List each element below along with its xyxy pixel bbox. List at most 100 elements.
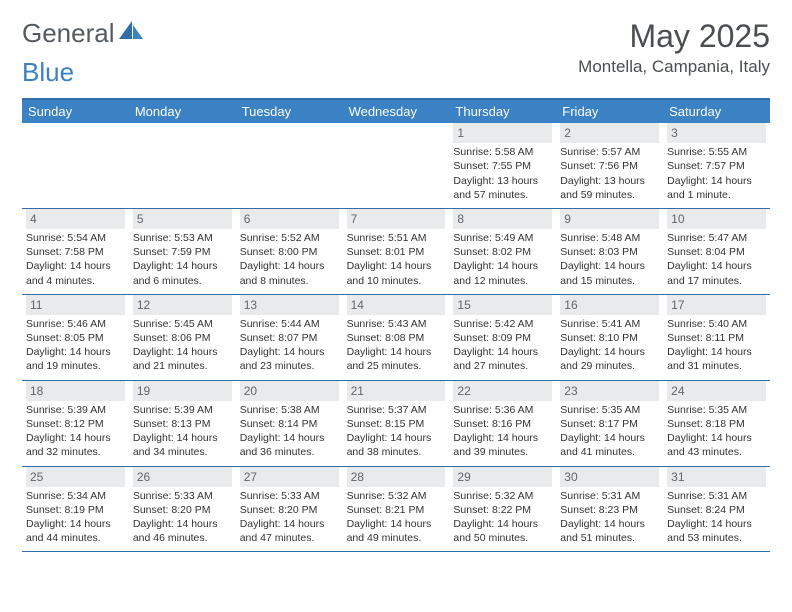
daylight-text: Daylight: 14 hours and 19 minutes. bbox=[26, 345, 125, 373]
sunrise-text: Sunrise: 5:57 AM bbox=[560, 145, 659, 159]
sunrise-text: Sunrise: 5:33 AM bbox=[133, 489, 232, 503]
sunrise-text: Sunrise: 5:31 AM bbox=[667, 489, 766, 503]
day-of-week-header: Thursday bbox=[449, 100, 556, 123]
day-cell: 8Sunrise: 5:49 AMSunset: 8:02 PMDaylight… bbox=[449, 209, 556, 294]
sunset-text: Sunset: 8:07 PM bbox=[240, 331, 339, 345]
day-number: 25 bbox=[26, 467, 125, 487]
sunrise-text: Sunrise: 5:40 AM bbox=[667, 317, 766, 331]
sunset-text: Sunset: 8:23 PM bbox=[560, 503, 659, 517]
day-of-week-header: Friday bbox=[556, 100, 663, 123]
day-cell: 31Sunrise: 5:31 AMSunset: 8:24 PMDayligh… bbox=[663, 467, 770, 552]
day-number: 12 bbox=[133, 295, 232, 315]
day-cell: 29Sunrise: 5:32 AMSunset: 8:22 PMDayligh… bbox=[449, 467, 556, 552]
day-cell: 11Sunrise: 5:46 AMSunset: 8:05 PMDayligh… bbox=[22, 295, 129, 380]
day-number: 1 bbox=[453, 123, 552, 143]
sunset-text: Sunset: 8:00 PM bbox=[240, 245, 339, 259]
brand-sail-icon bbox=[119, 21, 145, 46]
daylight-text: Daylight: 14 hours and 29 minutes. bbox=[560, 345, 659, 373]
sunset-text: Sunset: 8:20 PM bbox=[240, 503, 339, 517]
day-number: 31 bbox=[667, 467, 766, 487]
sunset-text: Sunset: 8:01 PM bbox=[347, 245, 446, 259]
daylight-text: Daylight: 14 hours and 47 minutes. bbox=[240, 517, 339, 545]
sunset-text: Sunset: 8:22 PM bbox=[453, 503, 552, 517]
sunset-text: Sunset: 7:56 PM bbox=[560, 159, 659, 173]
daylight-text: Daylight: 14 hours and 46 minutes. bbox=[133, 517, 232, 545]
daylight-text: Daylight: 14 hours and 15 minutes. bbox=[560, 259, 659, 287]
page-title: May 2025 bbox=[578, 18, 770, 55]
sunrise-text: Sunrise: 5:38 AM bbox=[240, 403, 339, 417]
day-cell: 13Sunrise: 5:44 AMSunset: 8:07 PMDayligh… bbox=[236, 295, 343, 380]
day-cell: 4Sunrise: 5:54 AMSunset: 7:58 PMDaylight… bbox=[22, 209, 129, 294]
sunset-text: Sunset: 8:17 PM bbox=[560, 417, 659, 431]
sunset-text: Sunset: 7:59 PM bbox=[133, 245, 232, 259]
day-cell: 26Sunrise: 5:33 AMSunset: 8:20 PMDayligh… bbox=[129, 467, 236, 552]
day-cell: 27 Sunrise: 5:33 AMSunset: 8:20 PMDayligh… bbox=[236, 467, 343, 552]
day-number: 29 bbox=[453, 467, 552, 487]
day-number: 13 bbox=[240, 295, 339, 315]
sunset-text: Sunset: 8:05 PM bbox=[26, 331, 125, 345]
day-number: 18 bbox=[26, 381, 125, 401]
sunset-text: Sunset: 8:03 PM bbox=[560, 245, 659, 259]
day-cell: 21Sunrise: 5:37 AMSunset: 8:15 PMDayligh… bbox=[343, 381, 450, 466]
brand-word1: General bbox=[22, 18, 115, 49]
day-cell: . bbox=[343, 123, 450, 208]
sunrise-text: Sunrise: 5:39 AM bbox=[26, 403, 125, 417]
day-cell: 15Sunrise: 5:42 AMSunset: 8:09 PMDayligh… bbox=[449, 295, 556, 380]
sunrise-text: Sunrise: 5:39 AM bbox=[133, 403, 232, 417]
day-cell: 19Sunrise: 5:39 AMSunset: 8:13 PMDayligh… bbox=[129, 381, 236, 466]
sunset-text: Sunset: 7:55 PM bbox=[453, 159, 552, 173]
header-right: May 2025 Montella, Campania, Italy bbox=[578, 18, 770, 77]
day-cell: 16Sunrise: 5:41 AMSunset: 8:10 PMDayligh… bbox=[556, 295, 663, 380]
sunrise-text: Sunrise: 5:35 AM bbox=[560, 403, 659, 417]
day-number: 27 bbox=[240, 467, 339, 487]
day-of-week-row: SundayMondayTuesdayWednesdayThursdayFrid… bbox=[22, 100, 770, 123]
day-cell: 17Sunrise: 5:40 AMSunset: 8:11 PMDayligh… bbox=[663, 295, 770, 380]
day-cell: 25Sunrise: 5:34 AMSunset: 8:19 PMDayligh… bbox=[22, 467, 129, 552]
sunrise-text: Sunrise: 5:36 AM bbox=[453, 403, 552, 417]
sunrise-text: Sunrise: 5:33 AM bbox=[240, 489, 339, 503]
week-row: 18Sunrise: 5:39 AMSunset: 8:12 PMDayligh… bbox=[22, 381, 770, 467]
day-number: 3 bbox=[667, 123, 766, 143]
day-number: 5 bbox=[133, 209, 232, 229]
day-number: 19 bbox=[133, 381, 232, 401]
sunrise-text: Sunrise: 5:52 AM bbox=[240, 231, 339, 245]
day-number: 21 bbox=[347, 381, 446, 401]
sunrise-text: Sunrise: 5:49 AM bbox=[453, 231, 552, 245]
sunrise-text: Sunrise: 5:47 AM bbox=[667, 231, 766, 245]
sunrise-text: Sunrise: 5:54 AM bbox=[26, 231, 125, 245]
sunrise-text: Sunrise: 5:43 AM bbox=[347, 317, 446, 331]
day-number: 2 bbox=[560, 123, 659, 143]
sunrise-text: Sunrise: 5:31 AM bbox=[560, 489, 659, 503]
sunrise-text: Sunrise: 5:46 AM bbox=[26, 317, 125, 331]
daylight-text: Daylight: 14 hours and 23 minutes. bbox=[240, 345, 339, 373]
day-number: 6 bbox=[240, 209, 339, 229]
daylight-text: Daylight: 14 hours and 27 minutes. bbox=[453, 345, 552, 373]
sunrise-text: Sunrise: 5:45 AM bbox=[133, 317, 232, 331]
sunset-text: Sunset: 8:16 PM bbox=[453, 417, 552, 431]
day-cell: 12Sunrise: 5:45 AMSunset: 8:06 PMDayligh… bbox=[129, 295, 236, 380]
location-text: Montella, Campania, Italy bbox=[578, 57, 770, 77]
daylight-text: Daylight: 14 hours and 1 minute. bbox=[667, 174, 766, 202]
sunset-text: Sunset: 8:18 PM bbox=[667, 417, 766, 431]
sunset-text: Sunset: 8:06 PM bbox=[133, 331, 232, 345]
day-cell: . bbox=[236, 123, 343, 208]
daylight-text: Daylight: 14 hours and 6 minutes. bbox=[133, 259, 232, 287]
week-row: ....1Sunrise: 5:58 AMSunset: 7:55 PMDayl… bbox=[22, 123, 770, 209]
sunrise-text: Sunrise: 5:48 AM bbox=[560, 231, 659, 245]
daylight-text: Daylight: 14 hours and 8 minutes. bbox=[240, 259, 339, 287]
sunset-text: Sunset: 8:04 PM bbox=[667, 245, 766, 259]
day-cell: 7Sunrise: 5:51 AMSunset: 8:01 PMDaylight… bbox=[343, 209, 450, 294]
day-cell: 20Sunrise: 5:38 AMSunset: 8:14 PMDayligh… bbox=[236, 381, 343, 466]
day-number: 8 bbox=[453, 209, 552, 229]
daylight-text: Daylight: 14 hours and 36 minutes. bbox=[240, 431, 339, 459]
sunset-text: Sunset: 8:15 PM bbox=[347, 417, 446, 431]
sunset-text: Sunset: 8:10 PM bbox=[560, 331, 659, 345]
day-of-week-header: Wednesday bbox=[343, 100, 450, 123]
week-row: 25Sunrise: 5:34 AMSunset: 8:19 PMDayligh… bbox=[22, 467, 770, 553]
daylight-text: Daylight: 14 hours and 17 minutes. bbox=[667, 259, 766, 287]
daylight-text: Daylight: 14 hours and 39 minutes. bbox=[453, 431, 552, 459]
sunset-text: Sunset: 8:21 PM bbox=[347, 503, 446, 517]
sunrise-text: Sunrise: 5:51 AM bbox=[347, 231, 446, 245]
daylight-text: Daylight: 14 hours and 53 minutes. bbox=[667, 517, 766, 545]
day-of-week-header: Sunday bbox=[22, 100, 129, 123]
